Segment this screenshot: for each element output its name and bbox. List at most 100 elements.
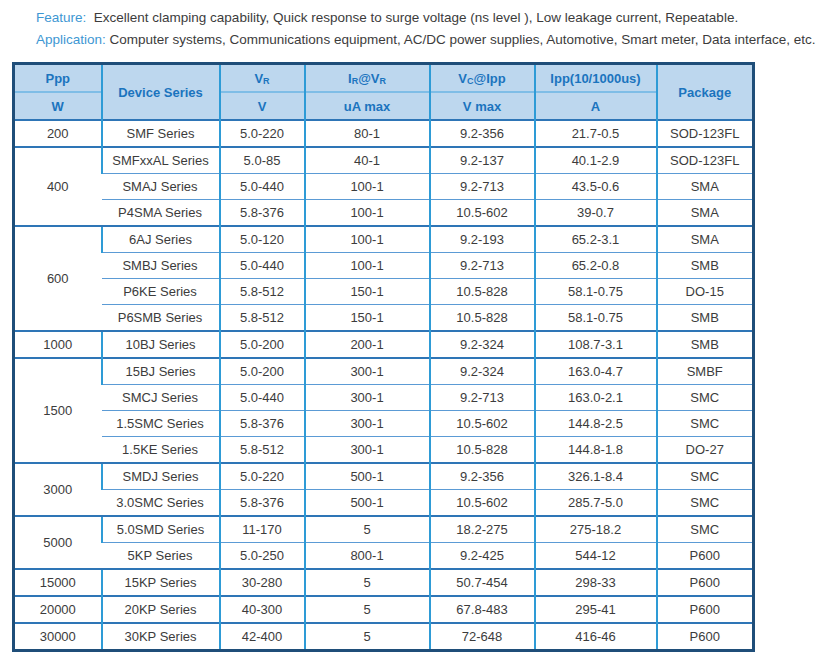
ipp-cell: 43.5-0.6 (535, 174, 657, 200)
vc-cell: 10.5-828 (430, 279, 535, 305)
header-ir-unit: uA max (305, 92, 430, 120)
ipp-cell: 295-41 (535, 596, 657, 623)
ir-cell: 150-1 (305, 305, 430, 332)
package-cell: P600 (657, 543, 754, 570)
vr-cell: 5.0-220 (220, 120, 305, 147)
vr-cell: 5.0-200 (220, 358, 305, 385)
ipp-cell: 285.7-5.0 (535, 490, 657, 517)
ipp-cell: 544-12 (535, 543, 657, 570)
ppp-cell: 30000 (14, 623, 102, 651)
ipp-cell: 144.8-1.8 (535, 437, 657, 464)
ppp-cell: 1000 (14, 331, 102, 358)
device-series-cell: SMCJ Series (102, 385, 220, 411)
spec-table: Ppp Device Series VR IR@VR VC@Ipp Ipp(10… (12, 62, 755, 652)
ipp-cell: 163.0-2.1 (535, 385, 657, 411)
package-cell: SOD-123FL (657, 120, 754, 147)
ir-cell: 5 (305, 516, 430, 543)
vr-cell: 5.0-85 (220, 147, 305, 174)
ipp-cell: 416-46 (535, 623, 657, 651)
device-series-cell: 20KP Series (102, 596, 220, 623)
vr-cell: 11-170 (220, 516, 305, 543)
table-body: 200SMF Series5.0-22080-19.2-35621.7-0.5S… (14, 120, 754, 651)
header-vc-at-ipp: VC@Ipp (430, 64, 535, 93)
vc-cell: 72-648 (430, 623, 535, 651)
ir-cell: 300-1 (305, 358, 430, 385)
ipp-cell: 275-18.2 (535, 516, 657, 543)
ipp-cell: 39-0.7 (535, 200, 657, 227)
device-series-cell: P6SMB Series (102, 305, 220, 332)
ppp-cell: 15000 (14, 569, 102, 596)
header-package: Package (657, 64, 754, 121)
header-ir-at-vr: IR@VR (305, 64, 430, 93)
ppp-cell: 400 (14, 147, 102, 226)
device-series-cell: SMAJ Series (102, 174, 220, 200)
ir-cell: 40-1 (305, 147, 430, 174)
table-header: Ppp Device Series VR IR@VR VC@Ipp Ipp(10… (14, 64, 754, 121)
device-series-cell: P6KE Series (102, 279, 220, 305)
ir-cell: 100-1 (305, 174, 430, 200)
ipp-cell: 65.2-3.1 (535, 226, 657, 253)
vr-cell: 5.8-376 (220, 490, 305, 517)
device-series-cell: P4SMA Series (102, 200, 220, 227)
ppp-cell: 600 (14, 226, 102, 331)
table-row: SMBJ Series5.0-440100-19.2-71365.2-0.8SM… (14, 253, 754, 279)
ir-cell: 300-1 (305, 385, 430, 411)
package-cell: SMBF (657, 358, 754, 385)
vc-cell: 9.2-137 (430, 147, 535, 174)
device-series-cell: SMF Series (102, 120, 220, 147)
vc-cell: 9.2-356 (430, 463, 535, 490)
vr-cell: 5.8-376 (220, 200, 305, 227)
header-device-series: Device Series (102, 64, 220, 121)
device-series-cell: SMDJ Series (102, 463, 220, 490)
device-series-cell: 15KP Series (102, 569, 220, 596)
header-vr: VR (220, 64, 305, 93)
vr-cell: 30-280 (220, 569, 305, 596)
feature-text: Excellent clamping capability, Quick res… (94, 10, 738, 25)
table-row: 3.0SMC Series5.8-376500-110.5-602285.7-5… (14, 490, 754, 517)
datasheet-page: Feature: Excellent clamping capability, … (0, 7, 822, 668)
vr-cell: 5.0-200 (220, 331, 305, 358)
vc-cell: 9.2-356 (430, 120, 535, 147)
package-cell: DO-15 (657, 279, 754, 305)
vc-cell: 9.2-713 (430, 253, 535, 279)
package-cell: SMC (657, 463, 754, 490)
intro-block: Feature: Excellent clamping capability, … (36, 7, 822, 51)
ipp-cell: 298-33 (535, 569, 657, 596)
vc-cell: 9.2-324 (430, 331, 535, 358)
vc-cell: 10.5-602 (430, 490, 535, 517)
table-row: 100010BJ Series5.0-200200-19.2-324108.7-… (14, 331, 754, 358)
package-cell: SMB (657, 253, 754, 279)
ir-cell: 200-1 (305, 331, 430, 358)
ppp-cell: 200 (14, 120, 102, 147)
vc-cell: 10.5-828 (430, 437, 535, 464)
table-row: 400SMFxxAL Series5.0-8540-19.2-13740.1-2… (14, 147, 754, 174)
ir-cell: 500-1 (305, 463, 430, 490)
package-cell: P600 (657, 623, 754, 651)
package-cell: SMA (657, 174, 754, 200)
feature-line: Feature: Excellent clamping capability, … (36, 7, 822, 29)
vr-cell: 5.8-512 (220, 305, 305, 332)
ppp-cell: 20000 (14, 596, 102, 623)
ipp-cell: 326.1-8.4 (535, 463, 657, 490)
vc-cell: 10.5-602 (430, 200, 535, 227)
table-row: 5KP Series5.0-250800-19.2-425544-12P600 (14, 543, 754, 570)
ir-cell: 5 (305, 596, 430, 623)
ir-cell: 150-1 (305, 279, 430, 305)
package-cell: SMC (657, 490, 754, 517)
table-row: P4SMA Series5.8-376100-110.5-60239-0.7SM… (14, 200, 754, 227)
vc-cell: 9.2-713 (430, 174, 535, 200)
table-row: P6KE Series5.8-512150-110.5-82858.1-0.75… (14, 279, 754, 305)
vr-cell: 5.0-120 (220, 226, 305, 253)
ir-cell: 100-1 (305, 200, 430, 227)
ppp-cell: 1500 (14, 358, 102, 463)
header-ipp-unit: A (535, 92, 657, 120)
device-series-cell: 15BJ Series (102, 358, 220, 385)
ipp-cell: 108.7-3.1 (535, 331, 657, 358)
vc-cell: 18.2-275 (430, 516, 535, 543)
header-ppp-unit: W (14, 92, 102, 120)
table-row: P6SMB Series5.8-512150-110.5-82858.1-0.7… (14, 305, 754, 332)
package-cell: DO-27 (657, 437, 754, 464)
ir-cell: 100-1 (305, 226, 430, 253)
ir-cell: 300-1 (305, 437, 430, 464)
vc-cell: 9.2-324 (430, 358, 535, 385)
